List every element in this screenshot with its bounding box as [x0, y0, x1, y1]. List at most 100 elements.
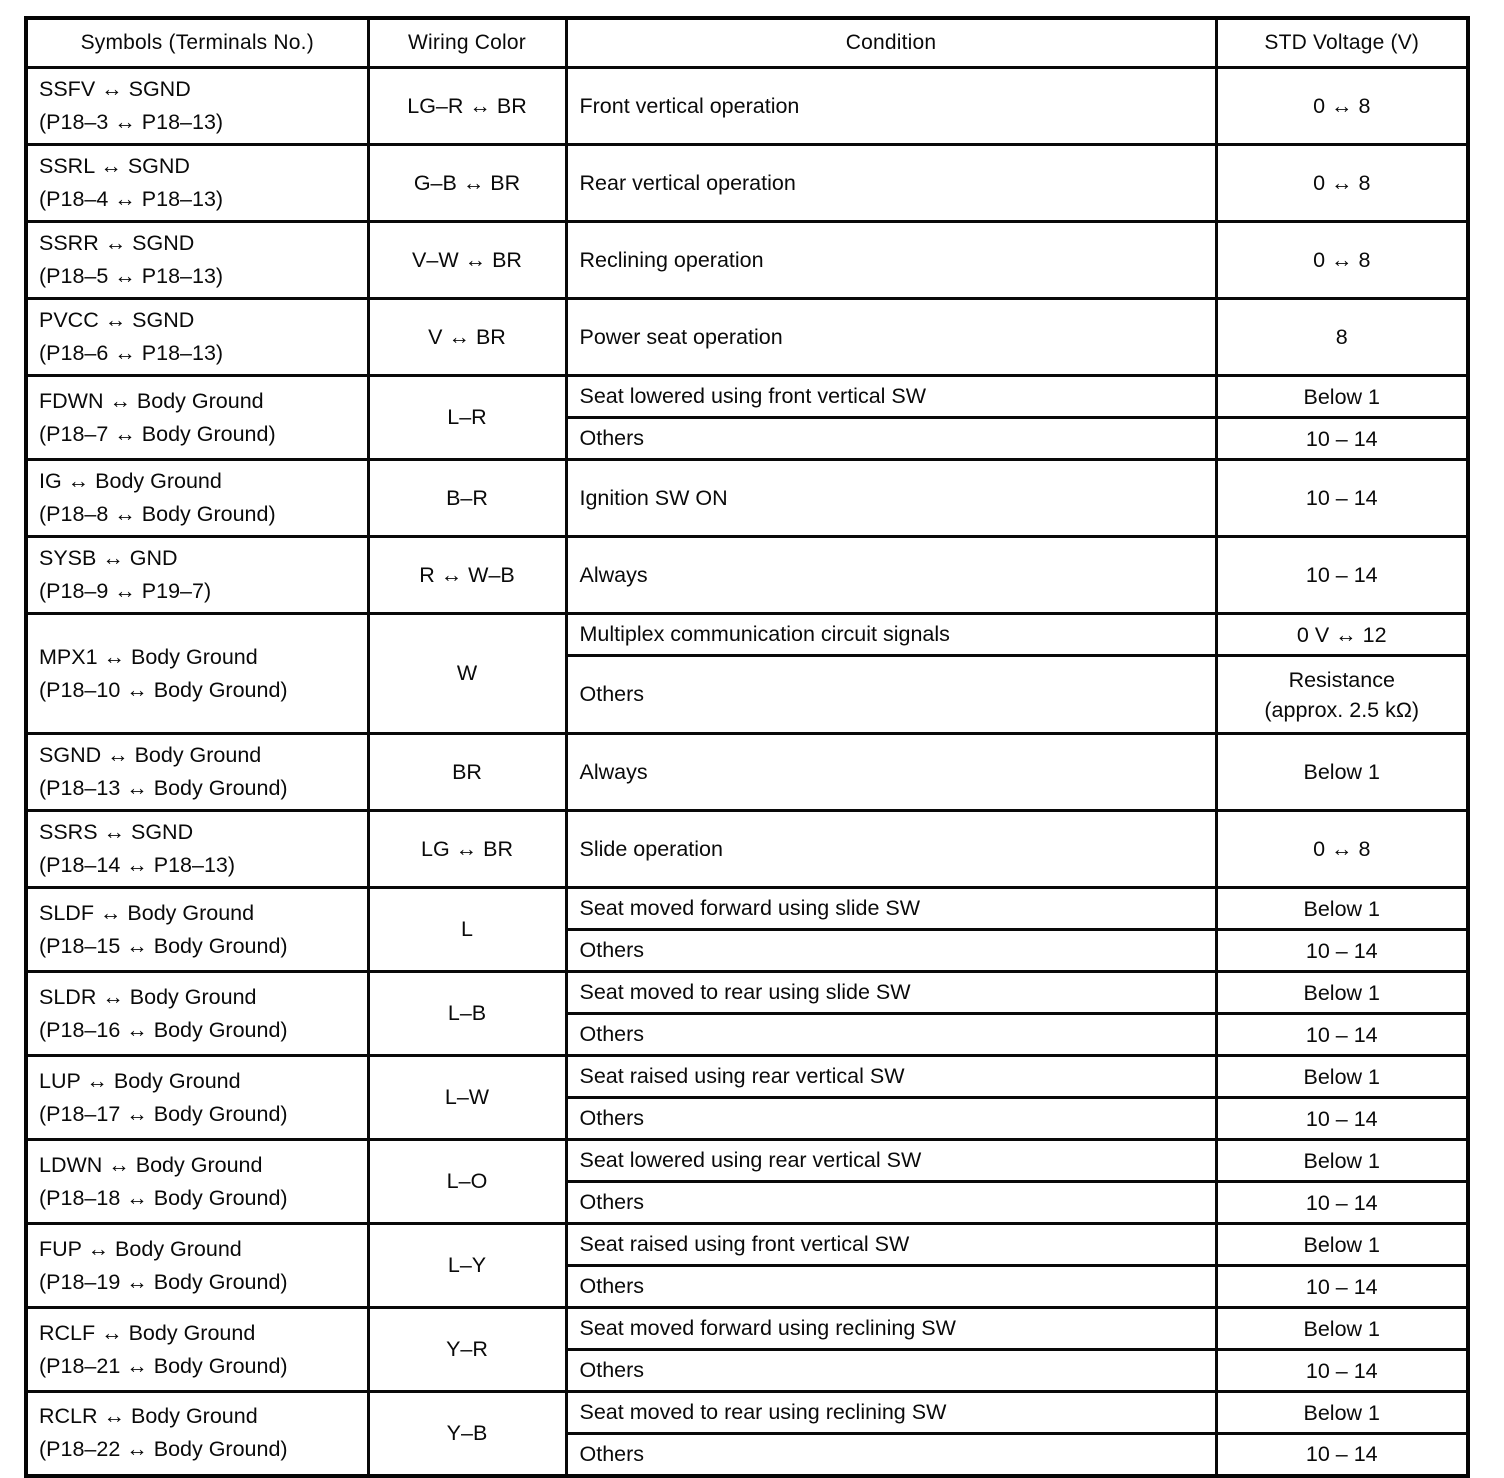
- terminal-voltage-table: Symbols (Terminals No.) Wiring Color Con…: [24, 16, 1470, 1478]
- table-row: LDWN ↔ Body Ground (P18–18 ↔ Body Ground)…: [24, 1138, 1470, 1225]
- wiring-color-cell: LG ↔ BR: [366, 809, 568, 889]
- table-row: Others 10 – 14: [26, 1432, 1470, 1477]
- header-std-voltage: STD Voltage (V): [1214, 16, 1470, 69]
- voltage-cell: Below 1: [1214, 374, 1470, 419]
- wiring-color-cell: BR: [366, 732, 568, 812]
- voltage-cell: 0 ↔ 8: [1214, 143, 1470, 223]
- symbol-terminals-cell: SYSB ↔ GND (P18–9 ↔ P19–7): [24, 535, 370, 615]
- header-condition: Condition: [564, 16, 1218, 69]
- wiring-color-cell: W: [366, 612, 568, 735]
- symbol-text: IG ↔ Body Ground: [39, 469, 222, 493]
- condition-cell: Seat moved forward using reclining SW: [564, 1306, 1218, 1351]
- condition-cell: Slide operation: [564, 809, 1218, 889]
- terminals-text: (P18–21 ↔ Body Ground): [39, 1353, 288, 1378]
- table-row: Others 10 – 14: [26, 1180, 1470, 1225]
- voltage-cell: 10 – 14: [1214, 458, 1470, 538]
- voltage-cell: 10 – 14: [1214, 416, 1470, 461]
- voltage-cell: 0 ↔ 8: [1214, 809, 1470, 889]
- wiring-color-cell: R ↔ W–B: [366, 535, 568, 615]
- condition-cell: Multiplex communication circuit signals: [564, 612, 1218, 657]
- symbol-text: MPX1 ↔ Body Ground: [39, 644, 258, 669]
- symbol-text: PVCC ↔ SGND: [39, 308, 195, 332]
- condition-cell: Seat raised using rear vertical SW: [564, 1054, 1218, 1099]
- voltage-cell: Below 1: [1214, 1390, 1470, 1435]
- condition-cell: Others: [564, 1096, 1218, 1141]
- condition-cell: Always: [564, 732, 1218, 812]
- table-row: SLDR ↔ Body Ground (P18–16 ↔ Body Ground)…: [24, 970, 1470, 1057]
- wiring-color-cell: L–O: [366, 1138, 568, 1225]
- wiring-color-cell: V ↔ BR: [366, 297, 568, 377]
- table-row: FUP ↔ Body Ground (P18–19 ↔ Body Ground) L…: [24, 1222, 1470, 1309]
- symbol-terminals-cell: RCLR ↔ Body Ground (P18–22 ↔ Body Ground): [24, 1390, 370, 1477]
- symbol-terminals-cell: SLDR ↔ Body Ground (P18–16 ↔ Body Ground): [24, 970, 370, 1057]
- symbol-terminals-cell: SSRR ↔ SGND (P18–5 ↔ P18–13): [24, 220, 370, 300]
- voltage-cell: Below 1: [1214, 970, 1470, 1015]
- terminals-text: (P18–17 ↔ Body Ground): [39, 1101, 288, 1126]
- table-row: PVCC ↔ SGND (P18–6 ↔ P18–13) V ↔ BR Power s…: [24, 297, 1470, 377]
- symbol-terminals-cell: LDWN ↔ Body Ground (P18–18 ↔ Body Ground): [24, 1138, 370, 1225]
- symbol-text: SGND ↔ Body Ground: [39, 743, 262, 767]
- wiring-color-cell: LG–R ↔ BR: [366, 66, 568, 146]
- voltage-table-body: SSFV ↔ SGND (P18–3 ↔ P18–13) LG–R ↔ BR Fron…: [24, 66, 1470, 1477]
- condition-cell: Seat raised using front vertical SW: [564, 1222, 1218, 1267]
- symbol-terminals-cell: RCLF ↔ Body Ground (P18–21 ↔ Body Ground): [24, 1306, 370, 1393]
- condition-cell: Seat moved forward using slide SW: [564, 886, 1218, 931]
- voltage-cell: 10 – 14: [1214, 1012, 1470, 1057]
- condition-cell: Seat lowered using front vertical SW: [564, 374, 1218, 419]
- terminals-text: (P18–9 ↔ P19–7): [39, 579, 212, 603]
- voltage-cell: Below 1: [1214, 732, 1470, 812]
- table-row: Others Resistance (approx. 2.5 kΩ): [26, 654, 1470, 735]
- voltage-cell: 0 V ↔ 12: [1214, 612, 1470, 657]
- symbol-terminals-cell: PVCC ↔ SGND (P18–6 ↔ P18–13): [24, 297, 370, 377]
- terminals-text: (P18–15 ↔ Body Ground): [39, 933, 288, 958]
- symbol-terminals-cell: SSFV ↔ SGND (P18–3 ↔ P18–13): [24, 66, 370, 146]
- wiring-color-cell: L: [366, 886, 568, 973]
- terminals-text: (P18–3 ↔ P18–13): [39, 110, 224, 134]
- table-row: SSRR ↔ SGND (P18–5 ↔ P18–13) V–W ↔ BR Recli…: [24, 220, 1470, 300]
- symbol-text: SLDF ↔ Body Ground: [39, 900, 255, 925]
- voltage-cell: 10 – 14: [1214, 1180, 1470, 1225]
- voltage-cell: Below 1: [1214, 1306, 1470, 1351]
- wiring-color-cell: L–B: [366, 970, 568, 1057]
- table-row: MPX1 ↔ Body Ground (P18–10 ↔ Body Ground)…: [24, 612, 1470, 735]
- table-row: Others 10 – 14: [26, 416, 1470, 461]
- table-row: Others 10 – 14: [26, 1264, 1470, 1309]
- table-row: Others 10 – 14: [26, 928, 1470, 973]
- wiring-color-cell: L–R: [366, 374, 568, 461]
- table-row: SSRL ↔ SGND (P18–4 ↔ P18–13) G–B ↔ BR Rear …: [24, 143, 1470, 223]
- voltage-cell: 8: [1214, 297, 1470, 377]
- wiring-color-cell: V–W ↔ BR: [366, 220, 568, 300]
- table-row: IG ↔ Body Ground (P18–8 ↔ Body Ground) B–R…: [24, 458, 1470, 538]
- table-row: Others 10 – 14: [26, 1348, 1470, 1393]
- symbol-text: LUP ↔ Body Ground: [39, 1068, 241, 1093]
- table-row: SSRS ↔ SGND (P18–14 ↔ P18–13) LG ↔ BR Slide…: [24, 809, 1470, 889]
- table-row: FDWN ↔ Body Ground (P18–7 ↔ Body Ground) L…: [24, 374, 1470, 461]
- voltage-cell: Below 1: [1214, 1222, 1470, 1267]
- condition-cell: Others: [564, 416, 1218, 461]
- symbol-text: SSRR ↔ SGND: [39, 231, 195, 255]
- wiring-color-cell: G–B ↔ BR: [366, 143, 568, 223]
- symbol-text: FUP ↔ Body Ground: [39, 1236, 242, 1261]
- condition-cell: Others: [564, 1348, 1218, 1393]
- symbol-text: FDWN ↔ Body Ground: [39, 388, 264, 413]
- symbol-text: RCLR ↔ Body Ground: [39, 1404, 258, 1429]
- wiring-color-cell: L–W: [366, 1054, 568, 1141]
- condition-cell: Others: [564, 1264, 1218, 1309]
- condition-cell: Others: [564, 928, 1218, 973]
- symbol-terminals-cell: FUP ↔ Body Ground (P18–19 ↔ Body Ground): [24, 1222, 370, 1309]
- symbol-terminals-cell: LUP ↔ Body Ground (P18–17 ↔ Body Ground): [24, 1054, 370, 1141]
- condition-cell: Seat lowered using rear vertical SW: [564, 1138, 1218, 1183]
- voltage-cell: Below 1: [1214, 1054, 1470, 1099]
- voltage-cell: Below 1: [1214, 886, 1470, 931]
- voltage-cell: Resistance (approx. 2.5 kΩ): [1214, 654, 1470, 735]
- symbol-text: RCLF ↔ Body Ground: [39, 1320, 256, 1345]
- table-row: SYSB ↔ GND (P18–9 ↔ P19–7) R ↔ W–B Always 10…: [24, 535, 1470, 615]
- terminals-text: (P18–13 ↔ Body Ground): [39, 776, 288, 800]
- terminals-text: (P18–18 ↔ Body Ground): [39, 1185, 288, 1210]
- voltage-cell: 10 – 14: [1214, 928, 1470, 973]
- voltage-cell: 10 – 14: [1214, 535, 1470, 615]
- terminals-text: (P18–5 ↔ P18–13): [39, 264, 224, 288]
- voltage-cell: 10 – 14: [1214, 1432, 1470, 1477]
- voltage-cell: 0 ↔ 8: [1214, 66, 1470, 146]
